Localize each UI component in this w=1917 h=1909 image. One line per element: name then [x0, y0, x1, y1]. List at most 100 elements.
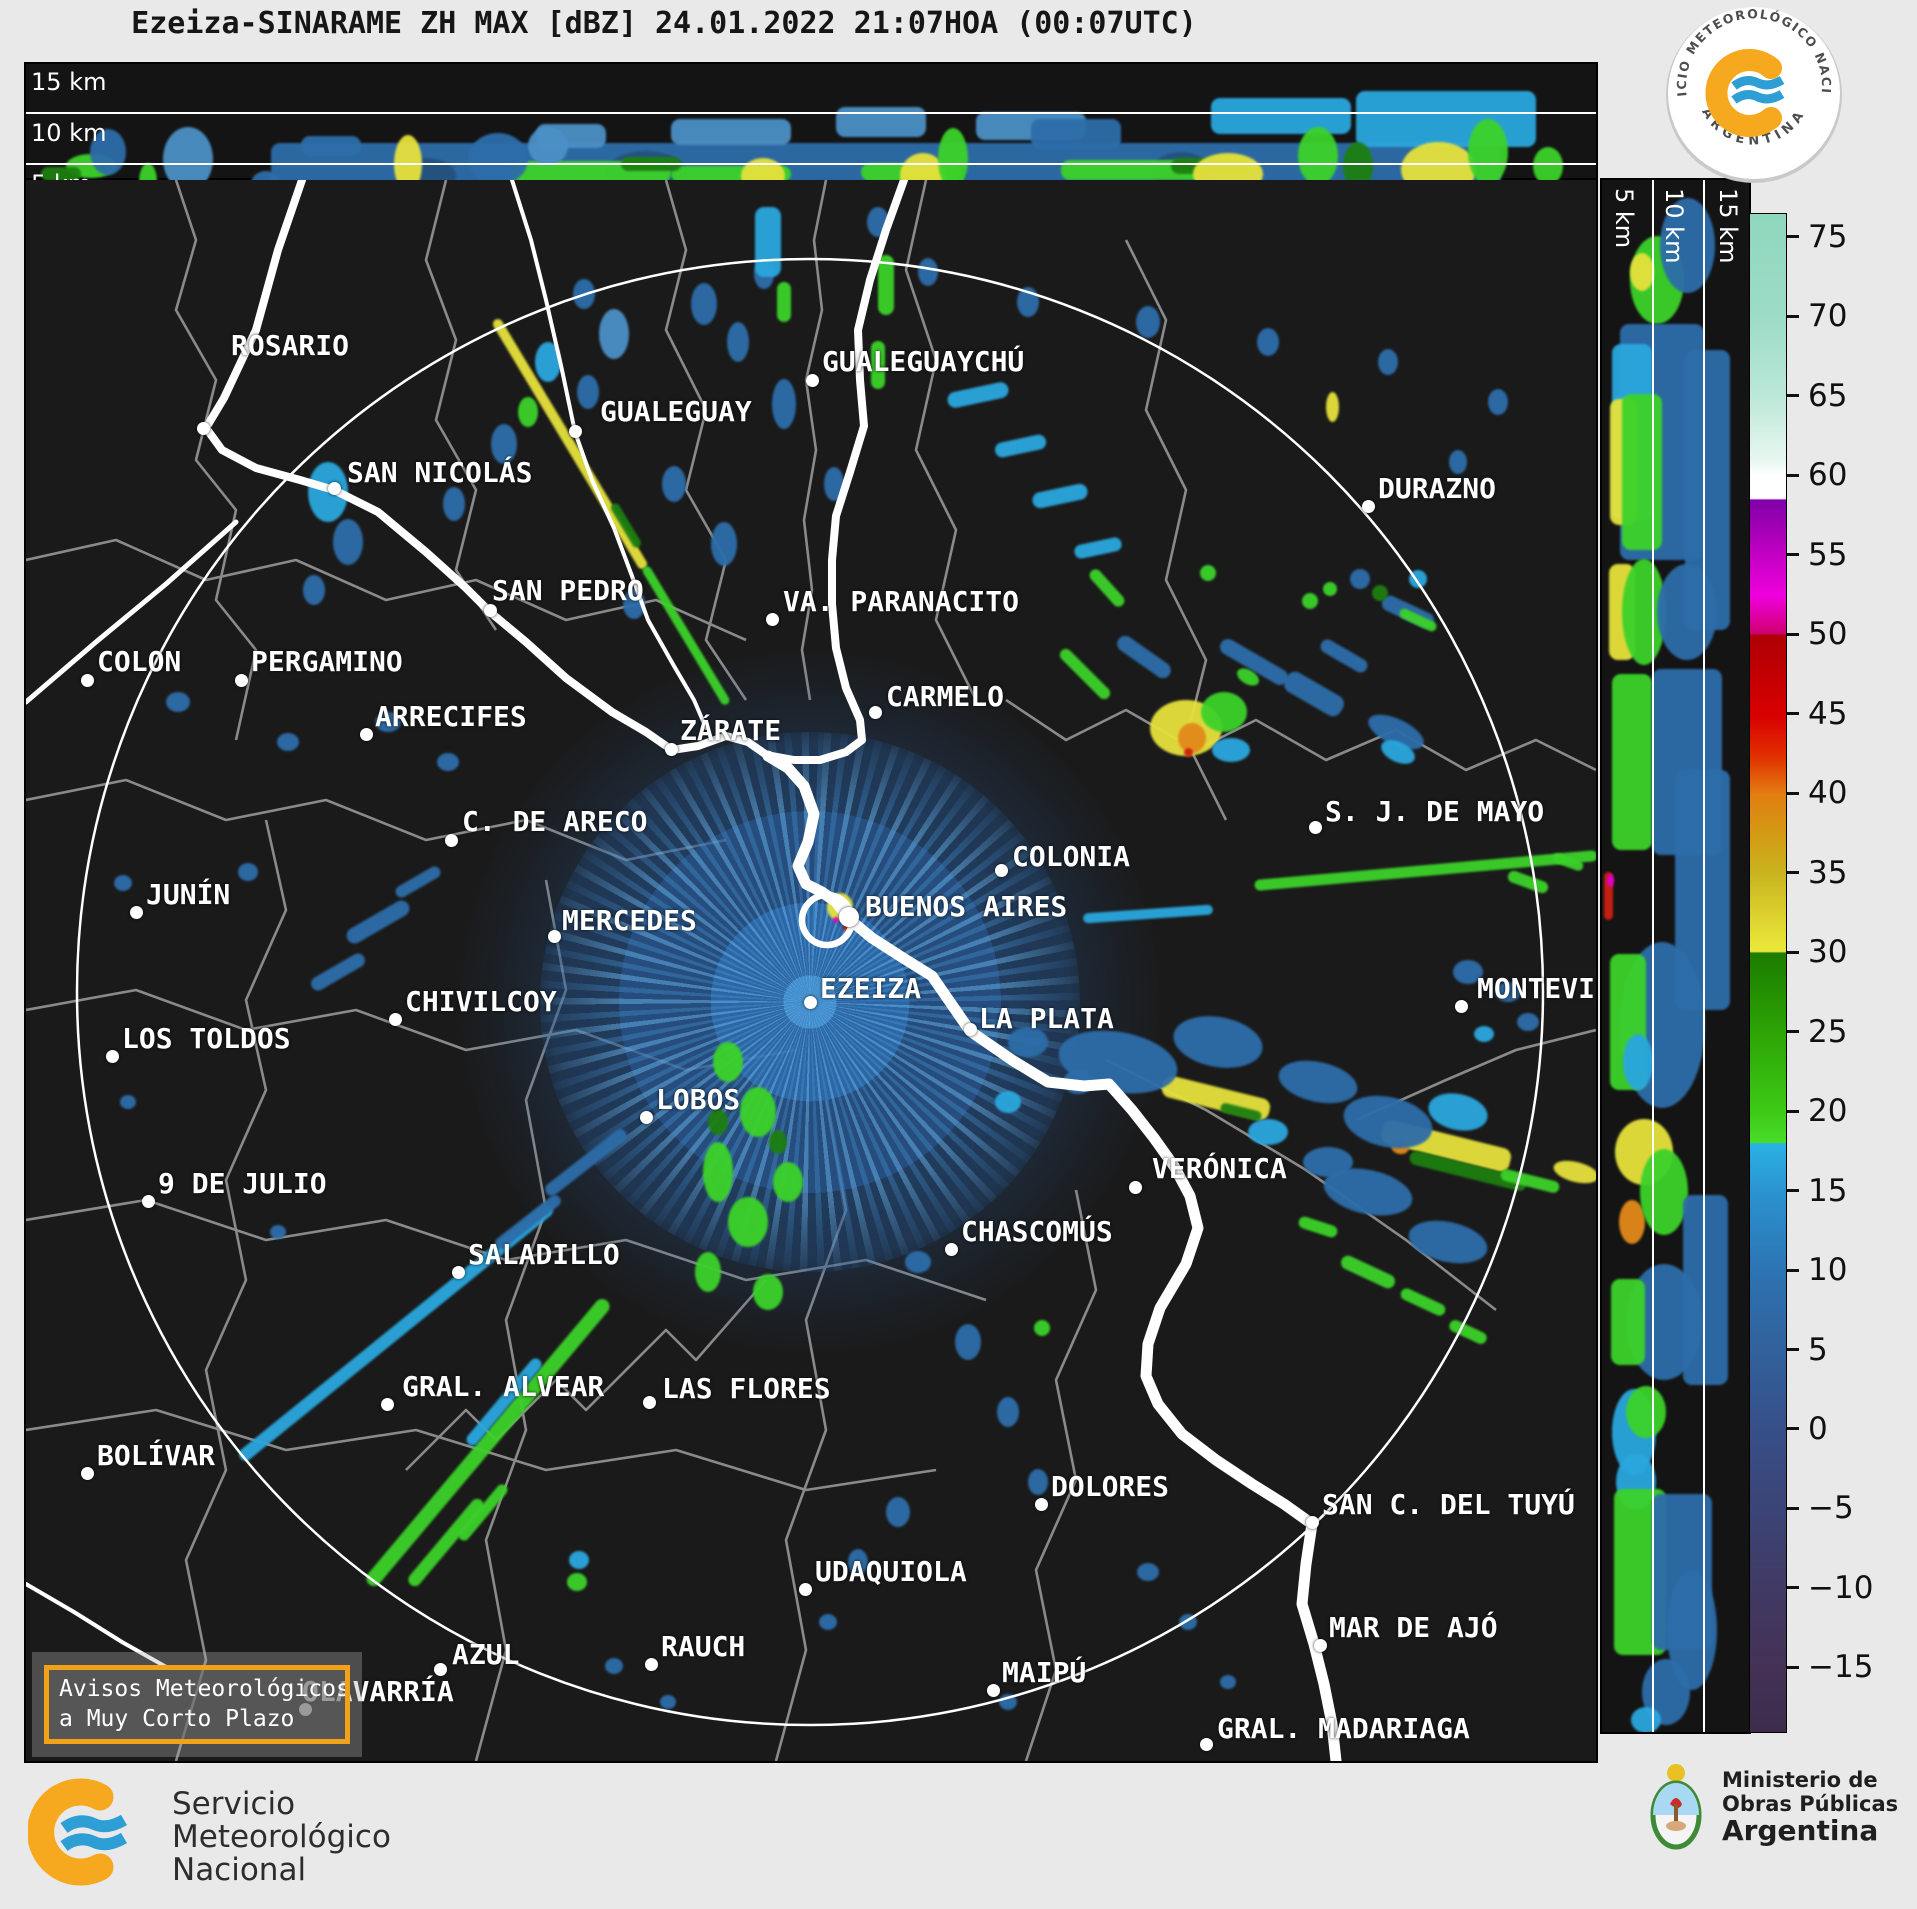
rivers-and-range-ring: [26, 180, 1545, 1761]
city-label-gualeguay: GUALEGUAY: [600, 395, 752, 428]
radar-echo-blob: [1298, 127, 1338, 180]
radar-echo-blob: [114, 875, 132, 891]
smn-wave-icon: [60, 1832, 128, 1851]
city-label-z-rate: ZÁRATE: [680, 714, 782, 747]
colorbar-tick: [1786, 791, 1799, 795]
city-dot-udaquiola: [798, 1582, 812, 1596]
radar-echo-blob: [1449, 450, 1467, 474]
radar-echo-blob: [777, 282, 791, 322]
city-dot-colon: [80, 673, 94, 687]
altitude-label-15km: 15 km: [31, 68, 107, 96]
radar-echo-blob: [691, 283, 717, 325]
radar-echo-blob: [394, 135, 422, 180]
radar-echo-blob: [955, 1324, 981, 1360]
top-cross-section-panel: 15 km 10 km 5 km: [24, 62, 1598, 182]
radar-echo-blob: [1606, 873, 1614, 887]
radar-echo-blob: [163, 127, 213, 180]
smn-wordmark-line: Servicio: [172, 1786, 296, 1822]
colorbar-tick-label: 35: [1808, 854, 1848, 891]
radar-echo-blob: [1212, 738, 1250, 762]
radar-echo-blob: [671, 119, 791, 145]
city-dot-mar-de-aj-: [1313, 1638, 1327, 1652]
phrygian-cap: [1670, 1798, 1682, 1808]
radar-echo-blob: [1008, 1027, 1048, 1057]
city-dot-saladillo: [451, 1265, 465, 1279]
city-dot-san-c-del-tuy-: [1305, 1515, 1319, 1529]
altitude-line-10km: [26, 112, 1596, 114]
altitude-line-5km: [26, 163, 1596, 165]
radar-echo-blob: [1674, 770, 1730, 1010]
city-label-chascom-s: CHASCOMÚS: [961, 1215, 1113, 1248]
radar-echo-blob: [848, 1549, 868, 1575]
city-dot-gualeguay: [568, 424, 582, 438]
ministry-line: Obras Públicas: [1722, 1792, 1899, 1816]
colorbar-tick: [1786, 712, 1799, 716]
radar-echo-blob: [1495, 982, 1521, 1002]
radar-echo-blob: [605, 1658, 623, 1674]
city-dot-jun-n: [129, 905, 143, 919]
altitude-label-15km-vert: 15 km: [1714, 188, 1742, 264]
radar-echo-blob: [1626, 1386, 1666, 1438]
radar-echo-blob: [1220, 1675, 1236, 1689]
radar-echo-blob: [713, 1042, 743, 1082]
city-label-mercedes: MERCEDES: [562, 904, 697, 937]
ministry-wordmark: Ministerio de Obras Públicas Argentina: [1722, 1768, 1898, 1846]
radar-echo-blob: [753, 1274, 783, 1310]
radar-echo-blob: [518, 397, 538, 427]
radar-echo-blob: [1372, 585, 1388, 601]
city-dot-san-nicol-s: [327, 481, 341, 495]
city-label-san-c-del-tuy-: SAN C. DEL TUYÚ: [1322, 1488, 1575, 1521]
colorbar-tick: [1786, 394, 1799, 398]
radar-echo-blob: [1468, 119, 1508, 180]
radar-echo-blob: [886, 1497, 910, 1527]
radar-echo-blob: [660, 1695, 676, 1709]
radar-echo-blob: [577, 375, 599, 409]
radar-echo-blob: [567, 1573, 587, 1591]
radar-echo-blob: [468, 133, 528, 180]
radar-echo-blob: [773, 1162, 803, 1202]
colorbar-tick-label: 25: [1808, 1013, 1848, 1050]
warning-line-1: Avisos Meteorológicos: [59, 1676, 350, 1702]
colorbar-tick: [1786, 235, 1799, 239]
colorbar-tick: [1786, 473, 1799, 477]
city-label-jun-n: JUNÍN: [146, 878, 231, 911]
radar-echo-blob: [1517, 1013, 1539, 1031]
altitude-label-5km: 5 km: [31, 170, 91, 180]
dbz-colorbar: [1749, 213, 1787, 1733]
ministry-argentina: Argentina: [1722, 1814, 1879, 1847]
radar-echo-blob: [1603, 872, 1613, 920]
radar-echo-blob: [1034, 1320, 1050, 1336]
smn-wordmark-line: Nacional: [172, 1852, 307, 1888]
colorbar-tick-label: 70: [1808, 298, 1848, 335]
colorbar-tick-label: 30: [1808, 934, 1848, 971]
joined-hands: [1666, 1821, 1686, 1831]
radar-echo-blob: [251, 171, 281, 180]
city-dot-chivilcoy: [388, 1012, 402, 1026]
city-label-azul: AZUL: [452, 1638, 520, 1671]
city-label-va-paranacito: VA. PARANACITO: [783, 585, 1020, 618]
radar-echo-blob: [1488, 389, 1508, 415]
warning-box[interactable]: Avisos Meteorológicos a Muy Corto Plazo: [32, 1652, 362, 1757]
city-dot-la-plata: [963, 1022, 977, 1036]
city-dot-rosario: [196, 421, 210, 435]
city-label-mar-de-aj-: MAR DE AJÓ: [1329, 1611, 1498, 1644]
city-dot-gualeguaych-: [805, 373, 819, 387]
radar-echo-blob: [1640, 1149, 1688, 1235]
city-label-durazno: DURAZNO: [1378, 472, 1497, 505]
colorbar-tick-label: 50: [1808, 616, 1848, 653]
colorbar-tick: [1786, 1506, 1799, 1510]
radar-echo-blob: [1474, 1026, 1494, 1042]
colorbar-tick: [1786, 1109, 1799, 1113]
radar-echo-blob: [1630, 253, 1654, 291]
warning-box-inner[interactable]: Avisos Meteorológicos a Muy Corto Plazo: [44, 1665, 350, 1744]
city-label-montevi: MONTEVI: [1477, 972, 1596, 1005]
colorbar-tick-label: 55: [1808, 536, 1848, 573]
colorbar-tick: [1786, 871, 1799, 875]
argentina-coat-of-arms: [1650, 1764, 1702, 1850]
city-label-las-flores: LAS FLORES: [662, 1372, 831, 1405]
city-dot-azul: [433, 1662, 447, 1676]
colorbar-tick: [1786, 1268, 1799, 1272]
colorbar-tick-label: 20: [1808, 1093, 1848, 1130]
radar-echo-blob: [708, 1109, 728, 1135]
city-label-gral-alvear: GRAL. ALVEAR: [402, 1370, 605, 1403]
